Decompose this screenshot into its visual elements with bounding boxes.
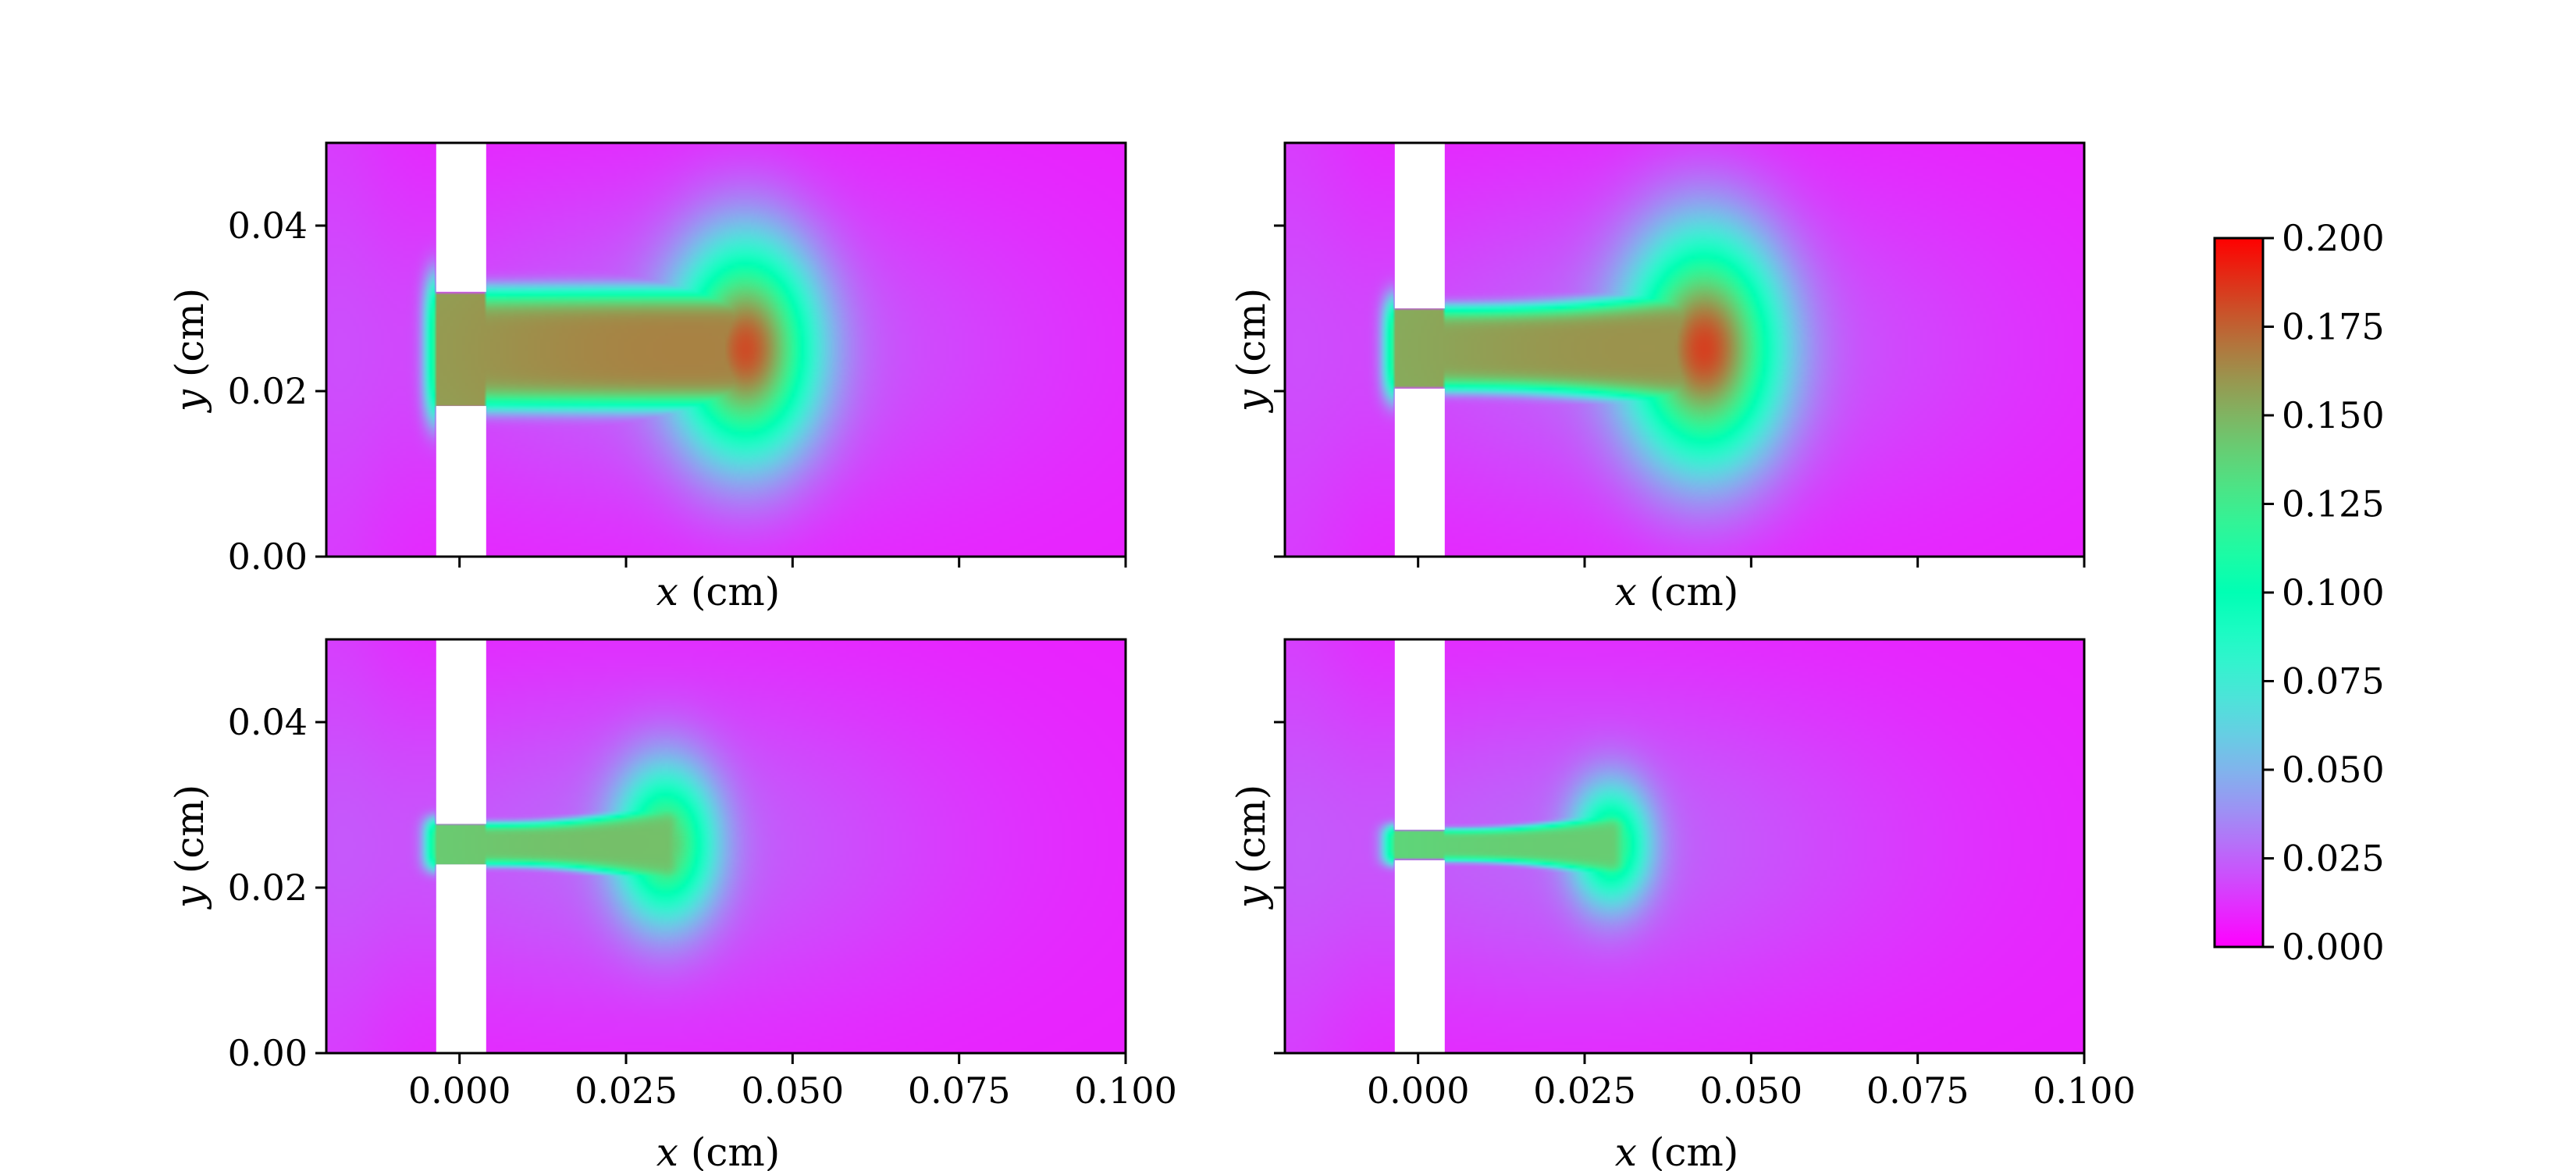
x-tick-label: 0.050 [1699,1070,1802,1112]
x-axis-unit: (cm) [678,1130,780,1171]
x-tick-label: 0.075 [908,1070,1011,1112]
x-tick-label: 0.100 [1074,1070,1177,1112]
y-axis-var: y [1229,389,1274,413]
panel-1: 0.000.020.04x (cm)y (cm) [167,141,1127,614]
colorbar-tick-label: 0.125 [2282,483,2385,525]
x-tick-label: 0.000 [408,1070,511,1112]
y-axis-unit: (cm) [1229,288,1274,390]
colorbar: 0.000 0.025 0.050 0.075 0.100 0.125 0.150 0.175… [2213,217,2385,968]
x-axis-unit: (cm) [1637,1130,1738,1171]
colorbar-tick-label: 0.025 [2282,838,2385,880]
panel-3: 0.000 0.025 0.050 0.075 0.100 0.00 0.02 0.04 x (… [167,638,1177,1171]
colorbar-tick-label: 0.050 [2282,749,2385,791]
wall-upper [436,639,486,824]
wall-upper [1394,143,1445,308]
axes-frame [1283,141,2086,558]
y-axis-unit: (cm) [167,785,212,886]
colorbar-tick-label: 0.000 [2282,926,2385,968]
x-axis-label: x (cm) [1615,1130,1739,1171]
x-axis-var: x [656,569,678,614]
x-axis-label: x (cm) [656,1130,781,1171]
y-axis-var: y [167,389,212,413]
y-axis-unit: (cm) [1229,785,1274,886]
x-tick-label: 0.050 [741,1070,844,1112]
panel-2: x (cm)y (cm) [1229,141,2086,614]
y-tick-label: 0.02 [228,370,308,412]
colorbar-tick-label: 0.175 [2282,306,2385,348]
y-tick-label: 0.00 [228,536,308,578]
x-axis-unit: (cm) [678,569,780,614]
wall-upper [1394,639,1445,830]
x-axis-label: x (cm) [1615,569,1739,614]
x-axis-unit: (cm) [1637,569,1738,614]
y-axis-unit: (cm) [167,288,212,390]
wall-lower [436,406,486,557]
panel-grid: 0.000.020.04x (cm)y (cm)x (cm)y (cm)0.00… [167,141,2136,1171]
x-axis-var: x [656,1130,678,1171]
colorbar-fill [2215,238,2263,947]
colorbar-tick-label: 0.075 [2282,660,2385,703]
wall-upper [436,143,486,292]
x-tick-label: 0.100 [2033,1070,2136,1112]
axes-frame [325,638,1127,1055]
colorbar-tick-label: 0.100 [2282,571,2385,614]
y-axis-var: y [1229,885,1274,909]
y-tick-label: 0.04 [228,701,308,743]
colorbar-tick-label: 0.200 [2282,217,2385,259]
x-axis-var: x [1615,1130,1637,1171]
x-tick-label: 0.025 [1533,1070,1636,1112]
y-tick-label: 0.02 [228,867,308,909]
y-tick-label: 0.00 [228,1032,308,1074]
x-tick-label: 0.075 [1866,1070,1969,1112]
y-tick-label: 0.04 [228,205,308,247]
y-axis-label: y (cm) [1229,288,1274,414]
x-tick-label: 0.000 [1367,1070,1470,1112]
y-axis-var: y [167,885,212,909]
y-axis-label: y (cm) [167,785,212,910]
axes-frame [325,141,1127,558]
y-axis-label: y (cm) [167,288,212,414]
wall-lower [1394,860,1445,1053]
x-axis-var: x [1615,569,1637,614]
wall-lower [1394,388,1445,557]
colorbar-tick-label: 0.150 [2282,394,2385,436]
y-axis-label: y (cm) [1229,785,1274,910]
x-tick-label: 0.025 [575,1070,678,1112]
x-axis-label: x (cm) [656,569,781,614]
wall-lower [436,864,486,1053]
axes-frame [1283,638,2086,1055]
